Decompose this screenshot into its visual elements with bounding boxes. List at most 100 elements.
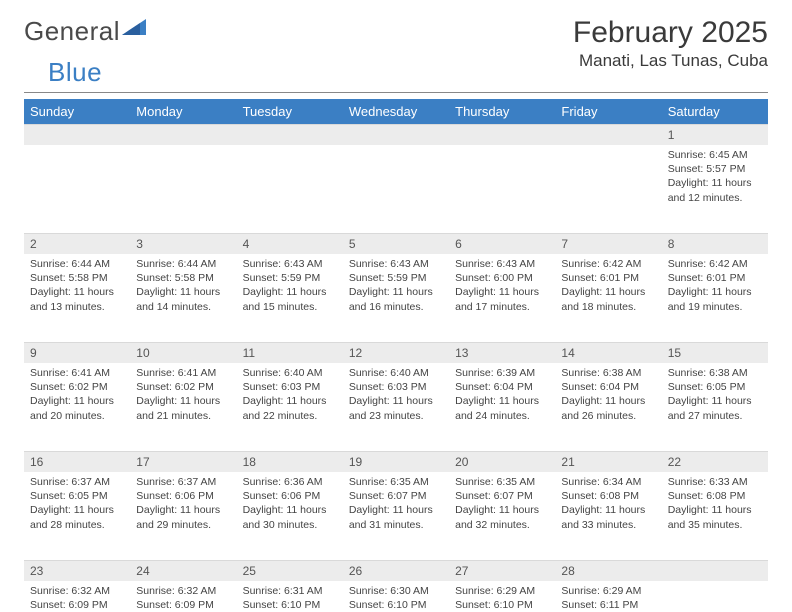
day-cell: Sunrise: 6:37 AMSunset: 6:05 PMDaylight:…	[24, 472, 130, 561]
brand-triangle-icon	[122, 19, 146, 35]
day-cell: Sunrise: 6:43 AMSunset: 5:59 PMDaylight:…	[237, 254, 343, 343]
daylight-text: Daylight: 11 hours and 12 minutes.	[668, 176, 762, 204]
day-number-cell: 15	[662, 343, 768, 364]
brand-logo: General	[24, 16, 146, 47]
day-cell: Sunrise: 6:32 AMSunset: 6:09 PMDaylight:…	[24, 581, 130, 612]
day-cell-body: Sunrise: 6:38 AMSunset: 6:05 PMDaylight:…	[662, 363, 768, 429]
day-number-row: 232425262728	[24, 561, 768, 582]
sunset-text: Sunset: 5:57 PM	[668, 162, 762, 176]
day-cell: Sunrise: 6:44 AMSunset: 5:58 PMDaylight:…	[24, 254, 130, 343]
day-cell	[343, 145, 449, 234]
day-cell: Sunrise: 6:39 AMSunset: 6:04 PMDaylight:…	[449, 363, 555, 452]
day-number-row: 2345678	[24, 234, 768, 255]
location-text: Manati, Las Tunas, Cuba	[573, 51, 768, 71]
calendar-table: SundayMondayTuesdayWednesdayThursdayFrid…	[24, 99, 768, 612]
daylight-text: Daylight: 11 hours and 33 minutes.	[561, 503, 655, 531]
day-content-row: Sunrise: 6:32 AMSunset: 6:09 PMDaylight:…	[24, 581, 768, 612]
day-cell-body: Sunrise: 6:30 AMSunset: 6:10 PMDaylight:…	[343, 581, 449, 612]
sunrise-text: Sunrise: 6:39 AM	[455, 366, 549, 380]
day-cell: Sunrise: 6:29 AMSunset: 6:10 PMDaylight:…	[449, 581, 555, 612]
sunset-text: Sunset: 6:04 PM	[561, 380, 655, 394]
calendar-page: General February 2025 Manati, Las Tunas,…	[0, 0, 792, 612]
day-cell: Sunrise: 6:40 AMSunset: 6:03 PMDaylight:…	[237, 363, 343, 452]
day-cell-body: Sunrise: 6:35 AMSunset: 6:07 PMDaylight:…	[343, 472, 449, 538]
daylight-text: Daylight: 11 hours and 32 minutes.	[455, 503, 549, 531]
sunrise-text: Sunrise: 6:43 AM	[243, 257, 337, 271]
day-number-cell: 2	[24, 234, 130, 255]
sunrise-text: Sunrise: 6:33 AM	[668, 475, 762, 489]
sunset-text: Sunset: 6:10 PM	[455, 598, 549, 612]
day-cell	[555, 145, 661, 234]
weekday-header: Sunday	[24, 99, 130, 125]
day-cell: Sunrise: 6:37 AMSunset: 6:06 PMDaylight:…	[130, 472, 236, 561]
sunrise-text: Sunrise: 6:45 AM	[668, 148, 762, 162]
sunrise-text: Sunrise: 6:43 AM	[455, 257, 549, 271]
daylight-text: Daylight: 11 hours and 22 minutes.	[243, 394, 337, 422]
day-cell: Sunrise: 6:31 AMSunset: 6:10 PMDaylight:…	[237, 581, 343, 612]
brand-part2: Blue	[48, 57, 102, 88]
sunset-text: Sunset: 6:11 PM	[561, 598, 655, 612]
daylight-text: Daylight: 11 hours and 24 minutes.	[455, 394, 549, 422]
sunrise-text: Sunrise: 6:42 AM	[668, 257, 762, 271]
day-number-cell: 7	[555, 234, 661, 255]
brand-part1: General	[24, 16, 120, 47]
day-cell: Sunrise: 6:44 AMSunset: 5:58 PMDaylight:…	[130, 254, 236, 343]
daylight-text: Daylight: 11 hours and 19 minutes.	[668, 285, 762, 313]
day-content-row: Sunrise: 6:45 AMSunset: 5:57 PMDaylight:…	[24, 145, 768, 234]
sunset-text: Sunset: 6:07 PM	[349, 489, 443, 503]
sunset-text: Sunset: 6:09 PM	[30, 598, 124, 612]
day-number-cell: 16	[24, 452, 130, 473]
day-number-cell: 14	[555, 343, 661, 364]
day-cell	[130, 145, 236, 234]
day-number-cell: 6	[449, 234, 555, 255]
sunset-text: Sunset: 6:01 PM	[561, 271, 655, 285]
day-cell-body: Sunrise: 6:34 AMSunset: 6:08 PMDaylight:…	[555, 472, 661, 538]
day-cell: Sunrise: 6:38 AMSunset: 6:04 PMDaylight:…	[555, 363, 661, 452]
daylight-text: Daylight: 11 hours and 17 minutes.	[455, 285, 549, 313]
day-number-cell: 23	[24, 561, 130, 582]
sunrise-text: Sunrise: 6:34 AM	[561, 475, 655, 489]
day-number-cell: 27	[449, 561, 555, 582]
weekday-header: Friday	[555, 99, 661, 125]
day-cell: Sunrise: 6:30 AMSunset: 6:10 PMDaylight:…	[343, 581, 449, 612]
sunrise-text: Sunrise: 6:41 AM	[30, 366, 124, 380]
day-cell-body: Sunrise: 6:36 AMSunset: 6:06 PMDaylight:…	[237, 472, 343, 538]
day-content-row: Sunrise: 6:44 AM Sunset: 5:58 PM Daylight:…	[24, 254, 768, 343]
daylight-text: Daylight: 11 hours and 18 minutes.	[561, 285, 655, 313]
day-number-cell	[555, 125, 661, 146]
month-title: February 2025	[573, 16, 768, 49]
day-cell-body: Sunrise: 6:45 AMSunset: 5:57 PMDaylight:…	[662, 145, 768, 211]
day-number-row: 9101112131415	[24, 343, 768, 364]
day-cell-body: Sunrise: 6:29 AMSunset: 6:10 PMDaylight:…	[449, 581, 555, 612]
day-number-cell: 4	[237, 234, 343, 255]
sunset-text: Sunset: 6:06 PM	[243, 489, 337, 503]
daylight-text: Daylight: 11 hours and 20 minutes.	[30, 394, 124, 422]
sunrise-text: Sunrise: 6:38 AM	[561, 366, 655, 380]
day-number-cell: 25	[237, 561, 343, 582]
sunset-text: Sunset: 6:06 PM	[136, 489, 230, 503]
day-number-cell: 24	[130, 561, 236, 582]
sunrise-text: Sunrise: 6:41 AM	[136, 366, 230, 380]
day-cell-body: Sunrise: 6:40 AMSunset: 6:03 PMDaylight:…	[343, 363, 449, 429]
day-cell: Sunrise: 6:41 AMSunset: 6:02 PMDaylight:…	[24, 363, 130, 452]
day-cell: Sunrise: 6:42 AMSunset: 6:01 PMDaylight:…	[662, 254, 768, 343]
sunset-text: Sunset: 6:08 PM	[668, 489, 762, 503]
sunset-text: Sunset: 5:58 PM	[136, 271, 230, 285]
day-cell: Sunrise: 6:33 AMSunset: 6:08 PMDaylight:…	[662, 472, 768, 561]
sunrise-text: Sunrise: 6:35 AM	[349, 475, 443, 489]
weekday-header: Tuesday	[237, 99, 343, 125]
sunrise-text: Sunrise: 6:31 AM	[243, 584, 337, 598]
sunset-text: Sunset: 6:04 PM	[455, 380, 549, 394]
day-number-cell: 10	[130, 343, 236, 364]
day-cell	[662, 581, 768, 612]
sunrise-text: Sunrise: 6:44 AM	[30, 257, 124, 271]
day-number-cell: 22	[662, 452, 768, 473]
weekday-header: Thursday	[449, 99, 555, 125]
day-cell-body: Sunrise: 6:40 AMSunset: 6:03 PMDaylight:…	[237, 363, 343, 429]
day-number-cell: 18	[237, 452, 343, 473]
sunrise-text: Sunrise: 6:40 AM	[243, 366, 337, 380]
day-number-cell	[237, 125, 343, 146]
day-number-cell	[449, 125, 555, 146]
sunset-text: Sunset: 6:09 PM	[136, 598, 230, 612]
weekday-header: Saturday	[662, 99, 768, 125]
